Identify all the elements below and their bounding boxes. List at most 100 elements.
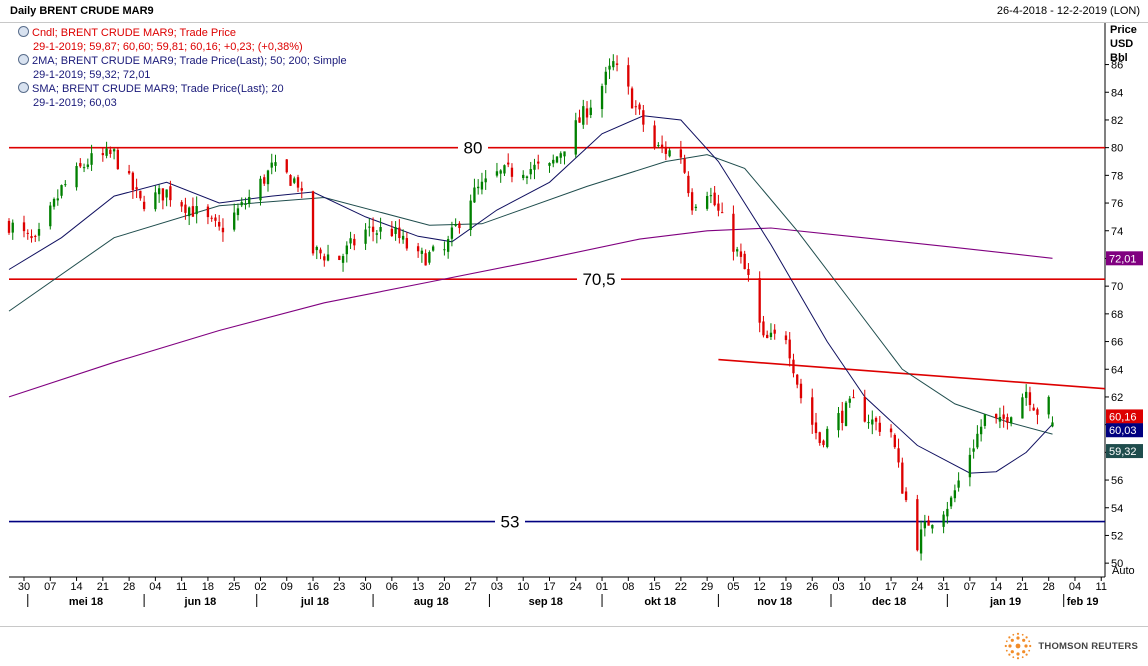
candle[interactable]	[82, 167, 86, 169]
candle[interactable]	[11, 222, 14, 233]
candle[interactable]	[300, 188, 303, 191]
candle[interactable]	[563, 151, 566, 157]
candle[interactable]	[844, 402, 848, 426]
candle[interactable]	[604, 71, 607, 85]
candle[interactable]	[315, 246, 318, 251]
candle[interactable]	[600, 86, 604, 110]
candle[interactable]	[477, 186, 480, 189]
candle[interactable]	[533, 164, 536, 170]
candle[interactable]	[7, 220, 11, 233]
candle[interactable]	[814, 422, 818, 434]
candle[interactable]	[165, 189, 168, 198]
candle[interactable]	[364, 229, 367, 244]
candle[interactable]	[131, 172, 135, 190]
candle[interactable]	[1036, 409, 1039, 415]
legend-entry-1[interactable]: 2MA; BRENT CRUDE MAR9; Trade Price(Last)…	[18, 54, 347, 69]
candle[interactable]	[473, 187, 476, 203]
candle[interactable]	[127, 171, 131, 174]
candle[interactable]	[705, 196, 709, 209]
candle[interactable]	[79, 163, 82, 167]
candle[interactable]	[293, 178, 296, 183]
date-range[interactable]: 26-4-2018 - 12-2-2019 (LON)	[996, 5, 1140, 17]
candle[interactable]	[353, 238, 356, 246]
candle[interactable]	[578, 117, 581, 123]
candle[interactable]	[274, 162, 277, 166]
candle[interactable]	[953, 490, 957, 499]
candle[interactable]	[841, 410, 844, 424]
candle[interactable]	[766, 334, 769, 339]
candle[interactable]	[214, 217, 217, 221]
candle[interactable]	[503, 165, 506, 174]
candle[interactable]	[574, 120, 577, 155]
candle[interactable]	[1032, 407, 1035, 411]
candle[interactable]	[522, 174, 525, 179]
candle[interactable]	[311, 191, 315, 254]
candle[interactable]	[169, 186, 172, 201]
candle[interactable]	[552, 159, 555, 164]
candle[interactable]	[638, 104, 641, 110]
candle[interactable]	[818, 432, 821, 443]
candle[interactable]	[188, 207, 191, 217]
candle[interactable]	[326, 254, 330, 261]
candle[interactable]	[784, 335, 788, 341]
candle[interactable]	[379, 226, 382, 232]
candle[interactable]	[788, 339, 791, 359]
candle[interactable]	[52, 198, 56, 207]
candle[interactable]	[732, 213, 735, 252]
indicator-icon[interactable]	[18, 54, 29, 65]
candle[interactable]	[589, 107, 592, 115]
candle[interactable]	[75, 166, 78, 188]
candle[interactable]	[585, 108, 589, 118]
candle[interactable]	[822, 440, 825, 446]
candle[interactable]	[897, 448, 900, 463]
candle[interactable]	[416, 246, 420, 252]
candle[interactable]	[717, 203, 720, 211]
candle[interactable]	[852, 397, 855, 399]
candle[interactable]	[630, 88, 634, 109]
candle[interactable]	[206, 206, 210, 218]
candle[interactable]	[931, 524, 934, 529]
candle[interactable]	[405, 238, 409, 249]
candle[interactable]	[799, 383, 803, 399]
candle[interactable]	[747, 268, 750, 275]
candle[interactable]	[612, 61, 615, 68]
candle[interactable]	[957, 480, 960, 488]
candle[interactable]	[454, 224, 457, 226]
candle[interactable]	[142, 201, 146, 210]
candle[interactable]	[1010, 417, 1013, 424]
candle[interactable]	[893, 434, 896, 448]
candle[interactable]	[608, 65, 611, 70]
candle[interactable]	[510, 167, 514, 177]
candle[interactable]	[739, 251, 743, 257]
candle[interactable]	[1047, 396, 1050, 415]
candle[interactable]	[1025, 391, 1028, 398]
candle[interactable]	[323, 256, 326, 261]
candle[interactable]	[582, 106, 585, 125]
candle[interactable]	[758, 278, 761, 323]
candle[interactable]	[979, 426, 983, 435]
candle[interactable]	[743, 253, 746, 270]
candle[interactable]	[901, 462, 904, 494]
candle[interactable]	[401, 235, 405, 240]
candle[interactable]	[923, 521, 926, 529]
candle[interactable]	[867, 422, 870, 424]
candle[interactable]	[195, 206, 198, 215]
candle[interactable]	[112, 149, 116, 152]
candle[interactable]	[826, 428, 829, 447]
candle[interactable]	[345, 245, 348, 255]
candle[interactable]	[848, 398, 851, 403]
candle[interactable]	[424, 253, 427, 266]
candle[interactable]	[615, 63, 619, 65]
candle[interactable]	[270, 162, 273, 168]
candle[interactable]	[443, 249, 446, 251]
candle[interactable]	[694, 206, 698, 209]
candle[interactable]	[983, 414, 987, 426]
candle[interactable]	[60, 185, 63, 196]
candle[interactable]	[64, 184, 67, 186]
candle[interactable]	[660, 144, 664, 148]
candle[interactable]	[458, 223, 461, 229]
candle[interactable]	[720, 212, 724, 214]
candle[interactable]	[709, 195, 713, 197]
candle[interactable]	[811, 397, 814, 425]
candle[interactable]	[664, 146, 668, 154]
